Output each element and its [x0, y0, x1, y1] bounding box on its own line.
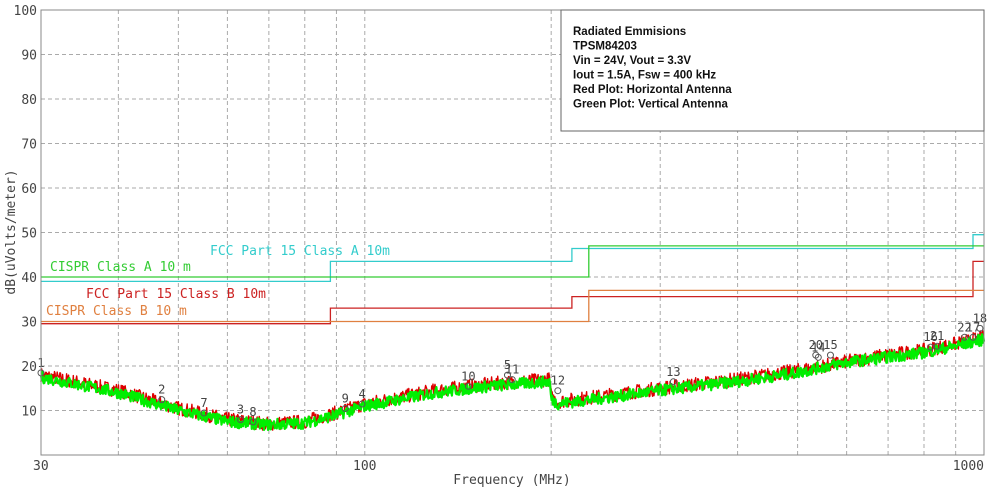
peak-marker-label: 10: [461, 369, 475, 383]
peak-marker-circle: [464, 382, 472, 390]
peak-marker-circle: [927, 343, 935, 351]
limit-line: [41, 289, 984, 323]
peak-marker-label: 4: [358, 387, 365, 401]
x-tick-label: 30: [33, 459, 49, 474]
data-series: [39, 330, 986, 431]
annotation-frame: [560, 9, 985, 132]
peak-marker-label: 14: [811, 340, 825, 354]
y-tick-label: 80: [21, 93, 37, 108]
limit-label: FCC Part 15 Class B 10m: [86, 287, 266, 302]
peak-marker-label: 7: [200, 396, 207, 410]
peak-marker-circle: [976, 324, 984, 332]
limit-label: FCC Part 15 Class A 10m: [210, 244, 390, 259]
y-tick-label: 10: [21, 405, 37, 420]
peak-marker-label: 13: [666, 365, 680, 379]
peak-marker-circle: [358, 400, 366, 408]
x-axis-label: Frequency (MHz): [453, 473, 570, 488]
y-tick-label: 40: [21, 271, 37, 286]
annotation-line: Red Plot: Horizontal Antenna: [573, 84, 732, 96]
y-axis-label: dB(uVolts/meter): [4, 169, 19, 294]
peak-marker-circle: [341, 405, 349, 412]
peak-marker-label: 5: [504, 358, 511, 372]
annotation-line: Radiated Emmisions: [573, 26, 686, 38]
peak-marker-label: 3: [237, 403, 244, 417]
peak-marker-circle: [249, 418, 257, 426]
peak-marker-label: 15: [823, 338, 837, 352]
peak-marker-label: 2: [158, 383, 165, 397]
annotation-line: Vin = 24V, Vout = 3.3V: [573, 55, 691, 67]
peak-marker-circle: [508, 376, 516, 384]
peak-marker-circle: [200, 409, 208, 417]
peak-marker-circle: [826, 351, 834, 359]
peak-marker-circle: [814, 353, 822, 361]
peak-marker-circle: [960, 333, 968, 341]
peak-marker-label: 20: [809, 338, 823, 352]
x-tick-label: 1000: [953, 459, 984, 474]
y-tick-label: 90: [21, 49, 37, 64]
limit-label: CISPR Class B 10 m: [46, 304, 187, 319]
annotation-box: Radiated Emmisions TPSM84203 Vin = 24V, Vo…: [560, 9, 985, 132]
emission-trace: [40, 330, 985, 431]
tick-labels: 10 20 30 40 50 60 70 80 90 100 30 100 1000: [14, 4, 984, 474]
peak-marker-circle: [554, 387, 562, 395]
annotation-line: TPSM84203: [573, 41, 637, 53]
y-tick-label: 20: [21, 360, 37, 375]
peak-marker-label: 8: [249, 405, 256, 419]
x-tick-label: 100: [353, 459, 376, 474]
annotation-line: Green Plot: Vertical Antenna: [573, 99, 728, 111]
plot-frame: [40, 9, 985, 456]
peak-marker-label: 11: [505, 363, 519, 377]
limit-label: CISPR Class A 10 m: [50, 260, 191, 275]
peak-marker-label: 12: [551, 374, 565, 388]
limit-labels: FCC Part 15 Class A 10m CISPR Class A 10 …: [46, 244, 390, 319]
peak-marker-circle: [503, 371, 511, 379]
peak-marker-label: 9: [342, 392, 349, 406]
peak-marker-circle: [237, 416, 245, 424]
annotation-line: Iout = 1.5A, Fsw = 400 kHz: [573, 70, 716, 82]
limit-lines: [41, 234, 984, 325]
peak-marker-label: 17: [966, 320, 980, 334]
peak-marker-label: 18: [973, 311, 987, 325]
limit-line: [41, 245, 984, 278]
peak-marker-circle: [669, 378, 677, 386]
limit-line: [41, 234, 984, 283]
y-tick-label: 30: [21, 316, 37, 331]
y-tick-label: 70: [21, 138, 37, 153]
y-tick-label: 60: [21, 182, 37, 197]
y-tick-label: 100: [14, 4, 37, 19]
peak-marker-circle: [969, 333, 977, 341]
y-tick-label: 50: [21, 227, 37, 242]
peak-marker-circle: [933, 342, 941, 350]
peak-marker-label: 22: [957, 320, 971, 334]
peak-marker-label: 16: [923, 330, 937, 344]
peak-marker-label: 21: [930, 329, 944, 343]
peak-marker-circle: [158, 396, 166, 404]
